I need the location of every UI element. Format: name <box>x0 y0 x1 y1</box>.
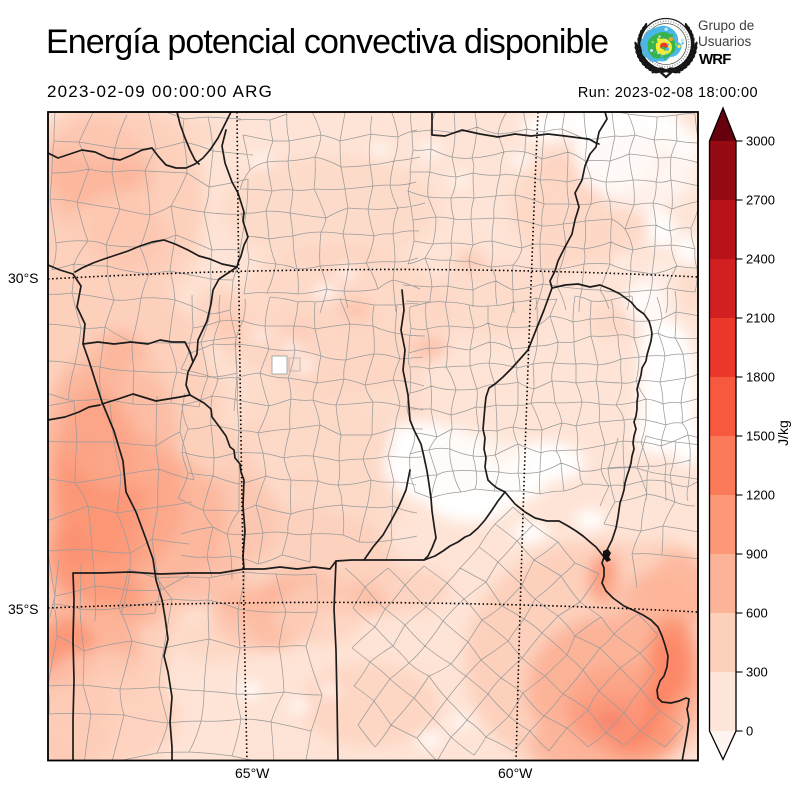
svg-text:300: 300 <box>746 665 768 680</box>
svg-text:J/kg: J/kg <box>775 420 791 446</box>
svg-text:2100: 2100 <box>746 311 775 326</box>
svg-text:1200: 1200 <box>746 488 775 503</box>
svg-text:900: 900 <box>746 547 768 562</box>
svg-text:0: 0 <box>746 724 753 739</box>
svg-text:2400: 2400 <box>746 252 775 267</box>
svg-text:2700: 2700 <box>746 193 775 208</box>
svg-text:3000: 3000 <box>746 134 775 149</box>
svg-text:600: 600 <box>746 606 768 621</box>
svg-text:1800: 1800 <box>746 370 775 385</box>
svg-text:1500: 1500 <box>746 429 775 444</box>
